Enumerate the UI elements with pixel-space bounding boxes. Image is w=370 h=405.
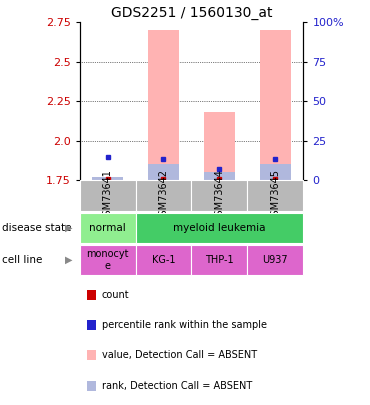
Text: monocyt
e: monocyt e <box>86 249 129 271</box>
Bar <box>148 164 179 180</box>
Text: value, Detection Call = ABSENT: value, Detection Call = ABSENT <box>102 350 257 360</box>
Bar <box>260 30 291 180</box>
Text: rank, Detection Call = ABSENT: rank, Detection Call = ABSENT <box>102 381 252 391</box>
Text: GSM73641: GSM73641 <box>102 169 112 222</box>
Text: disease state: disease state <box>2 223 71 233</box>
Bar <box>248 245 303 275</box>
Text: GSM73645: GSM73645 <box>270 169 280 222</box>
Bar <box>204 112 235 180</box>
Bar <box>80 180 135 211</box>
Bar <box>135 180 192 211</box>
Text: percentile rank within the sample: percentile rank within the sample <box>102 320 267 330</box>
Text: THP-1: THP-1 <box>205 255 234 265</box>
Text: ▶: ▶ <box>65 255 73 265</box>
Title: GDS2251 / 1560130_at: GDS2251 / 1560130_at <box>111 6 272 20</box>
Bar <box>148 30 179 180</box>
Bar <box>92 177 123 180</box>
Bar <box>135 213 303 243</box>
Text: KG-1: KG-1 <box>152 255 175 265</box>
Text: ▶: ▶ <box>65 223 73 233</box>
Bar <box>192 180 248 211</box>
Text: count: count <box>102 290 130 300</box>
Bar <box>135 245 192 275</box>
Text: myeloid leukemia: myeloid leukemia <box>173 223 266 233</box>
Bar <box>80 245 135 275</box>
Text: normal: normal <box>89 223 126 233</box>
Text: U937: U937 <box>263 255 288 265</box>
Bar <box>248 180 303 211</box>
Bar <box>204 173 235 180</box>
Bar <box>260 164 291 180</box>
Bar <box>192 245 248 275</box>
Text: GSM73644: GSM73644 <box>215 169 225 222</box>
Text: cell line: cell line <box>2 255 42 265</box>
Bar <box>92 177 123 180</box>
Bar <box>80 213 135 243</box>
Text: GSM73642: GSM73642 <box>158 169 168 222</box>
